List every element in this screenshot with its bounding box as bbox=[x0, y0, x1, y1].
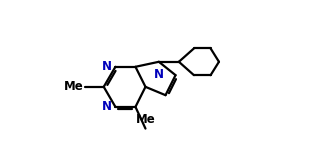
Text: N: N bbox=[102, 60, 112, 73]
Text: Me: Me bbox=[64, 80, 84, 93]
Text: Me: Me bbox=[136, 113, 156, 126]
Text: N: N bbox=[102, 100, 112, 113]
Text: N: N bbox=[154, 68, 164, 81]
